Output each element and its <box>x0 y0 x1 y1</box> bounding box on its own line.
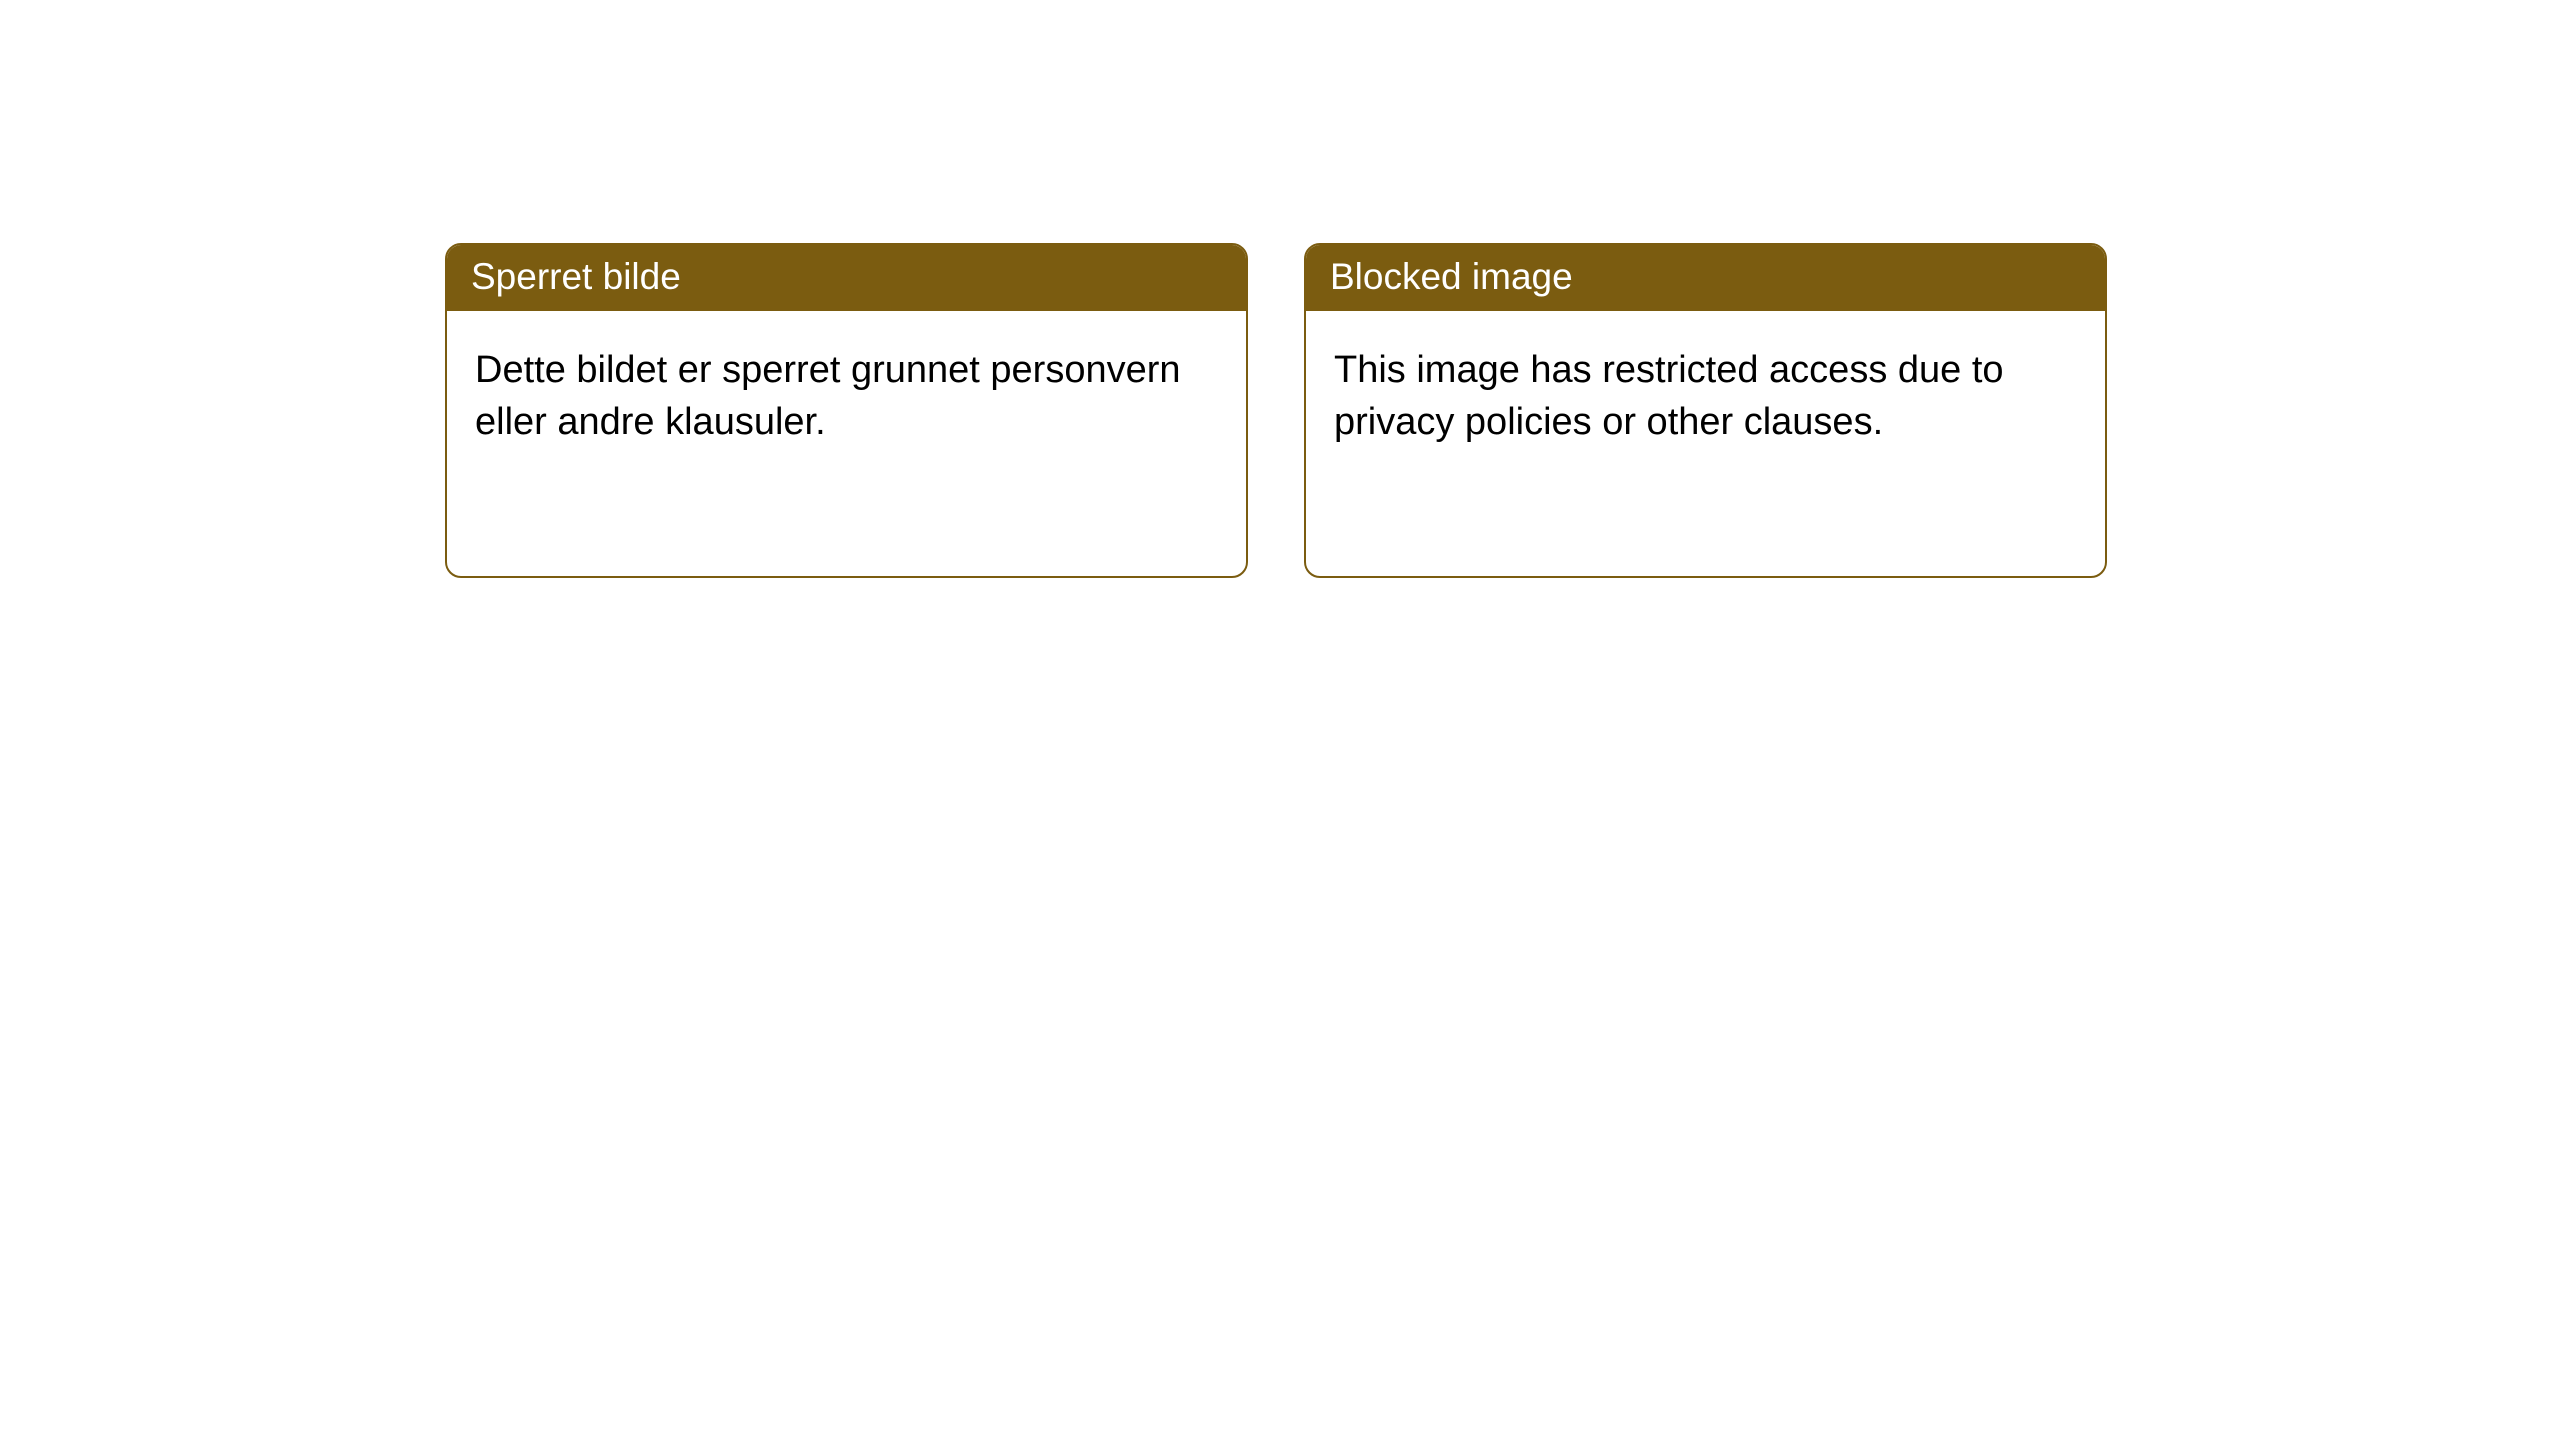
card-body-english: This image has restricted access due to … <box>1306 311 2105 482</box>
card-title-norwegian: Sperret bilde <box>447 245 1246 311</box>
notice-card-norwegian: Sperret bilde Dette bildet er sperret gr… <box>445 243 1248 578</box>
notice-card-container: Sperret bilde Dette bildet er sperret gr… <box>0 0 2560 578</box>
notice-card-english: Blocked image This image has restricted … <box>1304 243 2107 578</box>
card-title-english: Blocked image <box>1306 245 2105 311</box>
card-body-norwegian: Dette bildet er sperret grunnet personve… <box>447 311 1246 482</box>
